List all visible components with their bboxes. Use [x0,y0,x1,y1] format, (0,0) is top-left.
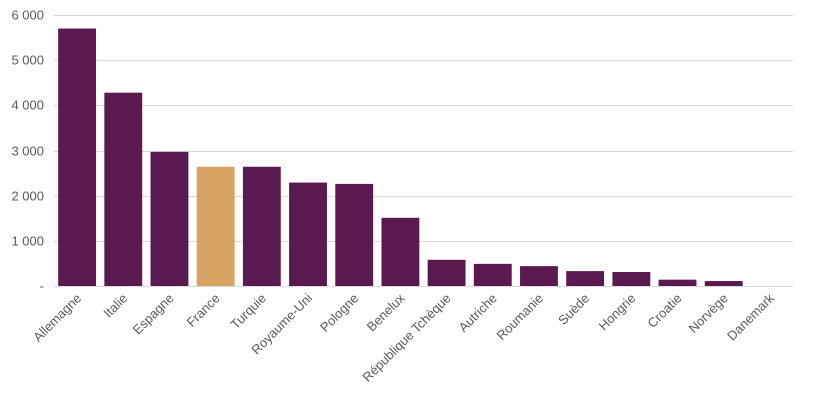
bars [58,28,743,287]
y-tick-label: 5 000 [11,53,44,68]
x-category-label: Pologne [317,291,361,335]
y-tick-label: 1 000 [11,234,44,249]
x-category-label: Autriche [456,291,500,335]
x-category-label: Norvège [685,291,730,336]
y-tick-label: 3 000 [11,144,44,159]
bar-espagne [150,151,189,286]
y-tick-label: 2 000 [11,189,44,204]
x-category-label: Croatie [644,291,684,331]
y-tick-label: - [40,279,44,294]
bar-allemagne [58,28,97,287]
x-category-label: Benelux [364,290,408,334]
x-category-label: France [184,291,223,330]
bar-hongrie [612,272,651,286]
x-category-label: Suède [555,291,592,328]
bar-su-de [566,271,605,286]
y-tick-label: 6 000 [11,8,44,23]
bar-croatie [658,279,697,286]
bar-italie [104,92,143,286]
x-category-label: Italie [100,291,130,321]
bar-turquie [242,166,281,286]
x-category-label: Allemagne [30,291,84,345]
y-axis-tick-labels: - 1 000 2 000 3 000 4 000 5 000 6 000 [11,8,44,294]
x-category-label: Hongrie [596,291,639,334]
x-category-label: République Tchèque [359,291,453,385]
bar-roumanie [520,266,558,286]
x-category-label: Roumanie [494,291,547,344]
bar-benelux [381,217,420,286]
bar-pologne [335,183,374,286]
bar-autriche [473,263,512,286]
x-category-label: Danemark [724,290,777,343]
x-category-label: Espagne [130,291,177,338]
x-axis-category-labels: Allemagne Italie Espagne France TurquieRoyau… [30,290,777,385]
y-tick-label: 4 000 [11,98,44,113]
x-category-label: Turquie [228,291,269,332]
bar-norv-ge [704,281,743,286]
bar-royaume-uni [289,182,327,286]
bar-r-publique-tch-que [427,259,466,286]
bar-france [196,166,235,286]
